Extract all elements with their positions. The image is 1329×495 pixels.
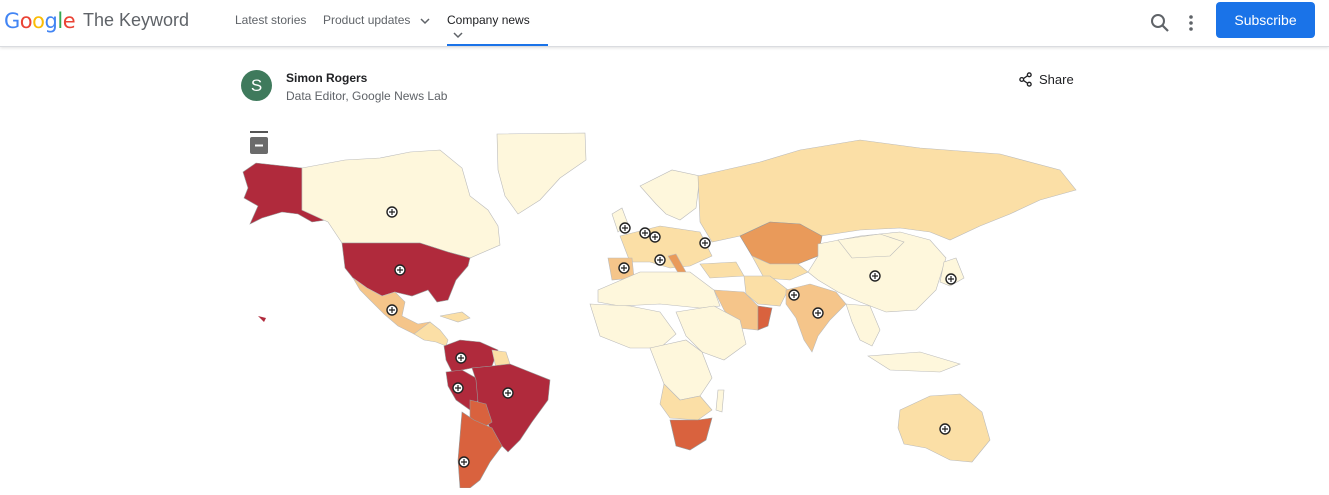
zoom-in-icon [502,387,514,399]
region-argentina [457,411,503,488]
region-hawaii [258,316,266,322]
share-label: Share [1039,72,1074,87]
chevron-down-icon [453,32,463,39]
zoom-in-icon [455,352,467,364]
chevron-down-icon [420,18,430,25]
region-southern-africa [659,383,713,421]
share-button[interactable]: Share [1018,72,1074,87]
zoom-in-icon [394,264,406,276]
region-russia [697,139,1077,243]
zoom-out-icon[interactable] [250,131,268,155]
author-role: Data Editor, Google News Lab [286,89,448,103]
google-logo[interactable]: Google [4,9,76,33]
more-vert-icon[interactable] [1179,11,1203,35]
share-icon [1019,72,1032,87]
subscribe-button[interactable]: Subscribe [1216,2,1315,38]
region-west-africa [589,303,677,349]
zoom-in-icon [452,382,464,394]
zoom-in-icon [386,206,398,218]
nav-latest-stories[interactable]: Latest stories [235,13,306,46]
author-name: Simon Rogers [286,71,368,85]
zoom-in-icon [654,254,666,266]
nav-label: Latest stories [235,13,307,27]
region-indonesia [867,351,961,373]
zoom-in-icon-markers [386,206,957,468]
nav-product-updates[interactable]: Product updates [323,13,430,46]
region-madagascar [715,389,725,413]
region-canada [301,149,501,259]
avatar: S [241,70,272,101]
region-se-asia [845,303,881,347]
nav-label: Product updates [323,13,411,27]
zoom-in-icon [458,456,470,468]
world-map[interactable] [238,128,1083,488]
world-map-svg[interactable] [238,128,1083,488]
zoom-in-icon [386,304,398,316]
region-caribbean [439,311,471,323]
site-header: Google The Keyword Latest stories Produc… [0,0,1329,47]
nav-label: Company news [447,13,530,27]
region-south-africa [669,417,713,451]
zoom-in-icon [939,423,951,435]
region-mongolia [837,233,905,259]
site-title[interactable]: The Keyword [83,10,190,30]
region-greenland [496,132,587,215]
zoom-in-icon [619,222,631,234]
zoom-in-icon [649,231,661,243]
region-central-america [413,321,449,347]
region-west-europe [619,225,713,269]
zoom-in-icon [699,237,711,249]
zoom-in-icon [639,227,651,239]
region-oman [757,305,773,331]
search-icon[interactable] [1148,11,1172,35]
region-turkey [699,261,745,279]
zoom-in-icon [812,307,824,319]
zoom-in-icon [945,273,957,285]
region-scandinavia [639,169,701,221]
region-east-africa [675,305,747,361]
zoom-in-icon [788,289,800,301]
nav-company-news[interactable]: Company news [447,13,548,46]
zoom-in-icon [618,262,630,274]
zoom-in-icon [869,270,881,282]
